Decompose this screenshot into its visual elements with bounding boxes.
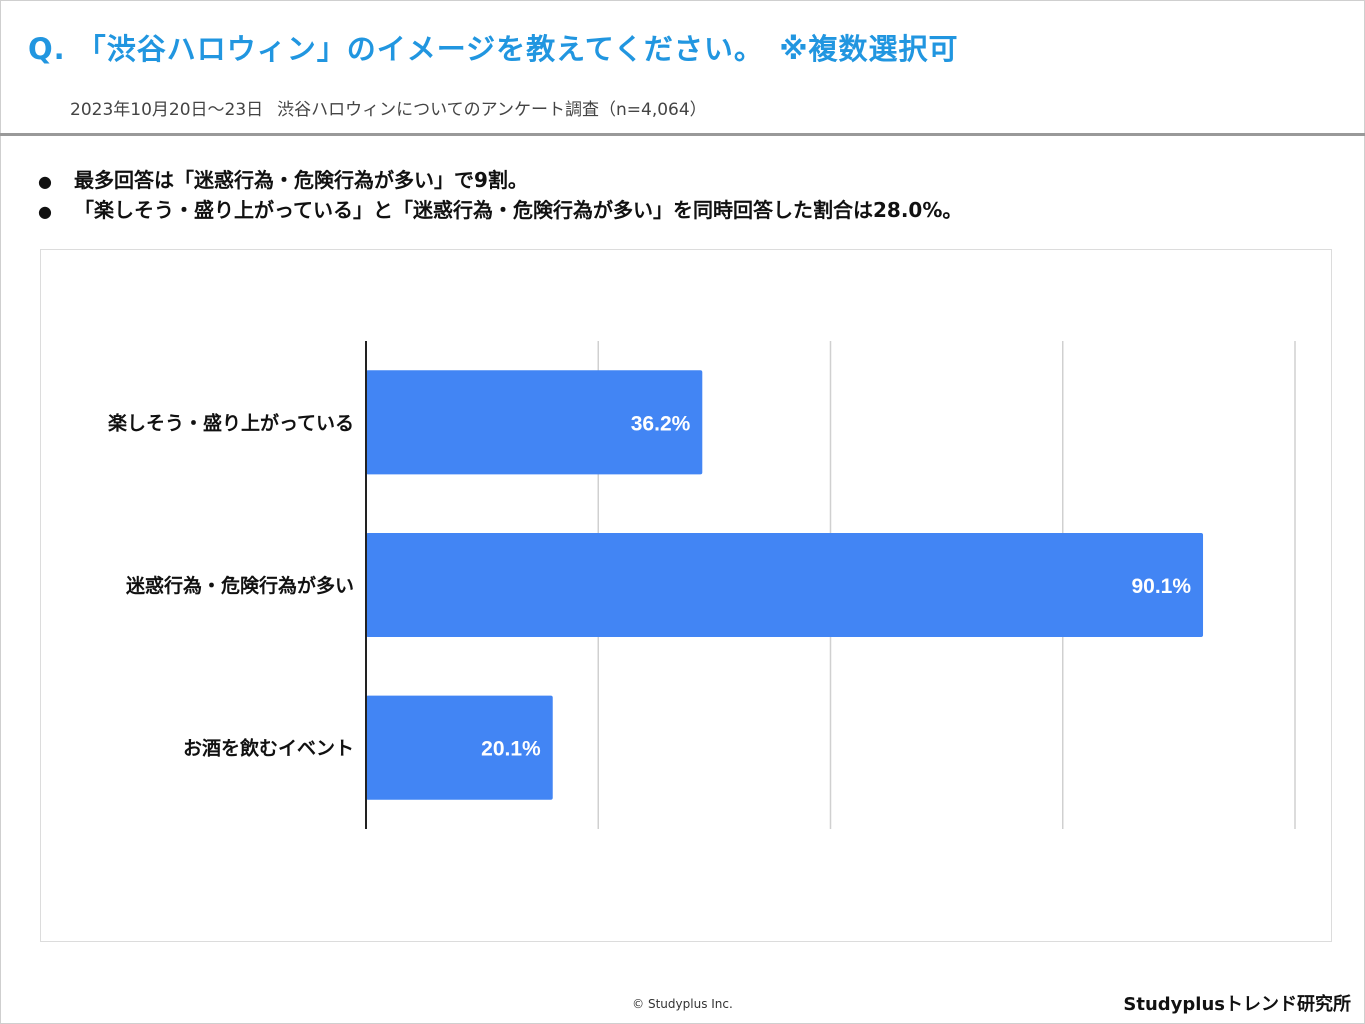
bullet-dot-icon: ● [38,202,52,221]
survey-subtitle: 2023年10月20日〜23日 渋谷ハロウィンについてのアンケート調査（n=4,0… [70,95,707,120]
summary-bullet-text: 最多回答は「迷惑行為・危険行為が多い」で9割。 [74,168,528,192]
copyright: © Studyplus Inc. [632,997,733,1011]
question-title: Q. 「渋谷ハロウィン」のイメージを教えてください。 ※複数選択可 [28,32,959,66]
survey-date-range: 2023年10月20日〜23日 [70,100,264,120]
category-label: 迷惑行為・危険行為が多い [125,574,354,597]
bar-value-label: 20.1% [481,738,541,761]
chart-container: 36.2% 楽しそう・盛り上がっている 90.1% 迷惑行為・危険行為が多い 20.1%… [40,249,1332,942]
summary-bullet: ● 「楽しそう・盛り上がっている」と「迷惑行為・危険行為が多い」を同時回答した割合… [38,196,962,226]
brand-logo-text: Studyplusトレンド研究所 [1123,994,1351,1015]
bar-value-label: 90.1% [1131,575,1191,598]
summary-bullets: ● 最多回答は「迷惑行為・危険行為が多い」で9割。 ● 「楽しそう・盛り上がっている… [38,166,962,226]
bar-chart: 36.2% 楽しそう・盛り上がっている 90.1% 迷惑行為・危険行為が多い 20.1%… [108,341,1296,829]
bar [366,532,1204,638]
summary-bullet: ● 最多回答は「迷惑行為・危険行為が多い」で9割。 [38,166,962,196]
category-label: お酒を飲むイベント [183,737,354,760]
bullet-dot-icon: ● [38,172,52,191]
bar [366,695,553,800]
bar-value-label: 36.2% [631,412,691,435]
header-divider [0,133,1365,136]
bar [366,370,703,475]
survey-description: 渋谷ハロウィンについてのアンケート調査（n=4,064） [277,100,707,120]
category-label: 楽しそう・盛り上がっている [108,411,354,434]
summary-bullet-text: 「楽しそう・盛り上がっている」と「迷惑行為・危険行為が多い」を同時回答した割合は… [74,198,963,222]
